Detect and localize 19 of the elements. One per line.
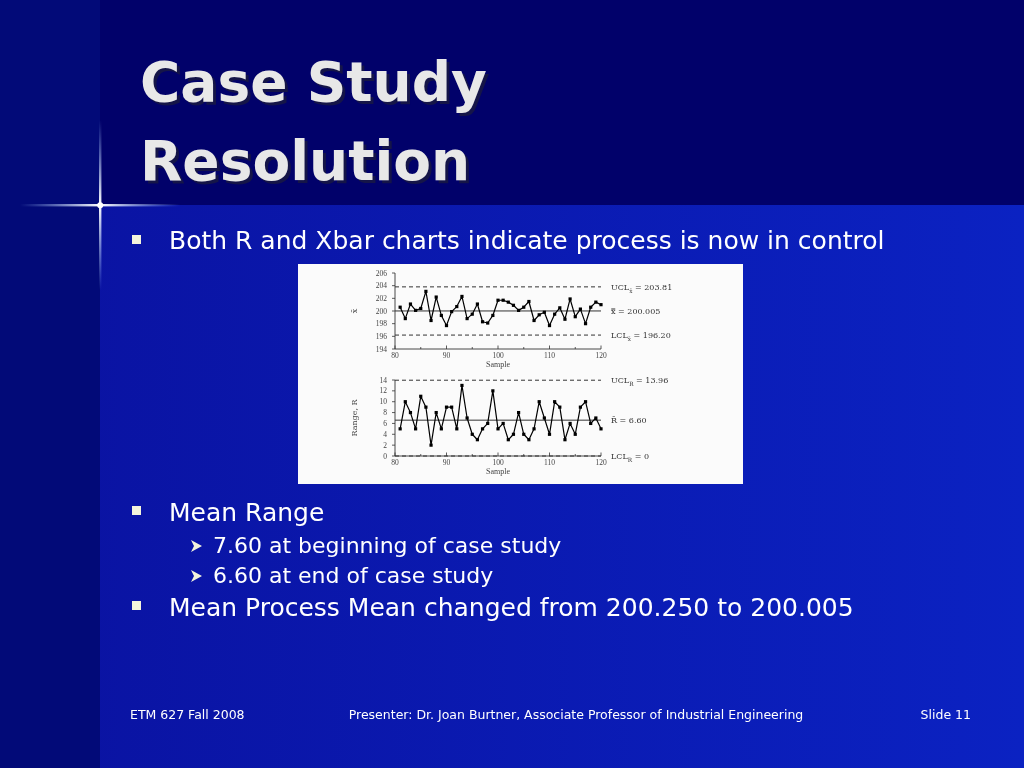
chart-title: Case Study Resolution — [140, 50, 487, 196]
text: ETM 627 Fall 2008 — [130, 707, 245, 722]
text: Mean Process Mean changed from 200.250 to 200.005 — [169, 593, 854, 622]
ref-line-label: R̄ = 6.60 — [611, 415, 647, 426]
y-axis-title: Range, R — [350, 398, 359, 437]
text: 7.60 at beginning of case study — [213, 533, 562, 558]
chart-subtitle: Both R and Xbar charts indicate process is now in control — [169, 226, 885, 255]
ref-line-label: UCL$_{R}$ = 13.96 — [611, 376, 669, 388]
text: Mean Range — [169, 498, 325, 527]
ref-line-label: UCL$_{x̄}$ = 203.81 — [611, 282, 673, 294]
ref-line-label: LCL$_{R}$ = 0 — [611, 452, 649, 463]
ref-line-label: x̿ = 200.005 — [611, 306, 661, 316]
x-axis-title: Sample — [486, 467, 511, 476]
text: Slide 11 — [920, 707, 971, 722]
text: 6.60 at end of case study — [213, 563, 494, 588]
text: Presenter: Dr. Joan Burtner, Associate Professor of Industrial Engineering — [348, 707, 804, 722]
x-axis-title: Sample — [486, 360, 511, 369]
y-axis-title: x̄ — [350, 308, 359, 314]
ref-line-label: LCL$_{x̄}$ = 196.20 — [611, 331, 671, 343]
